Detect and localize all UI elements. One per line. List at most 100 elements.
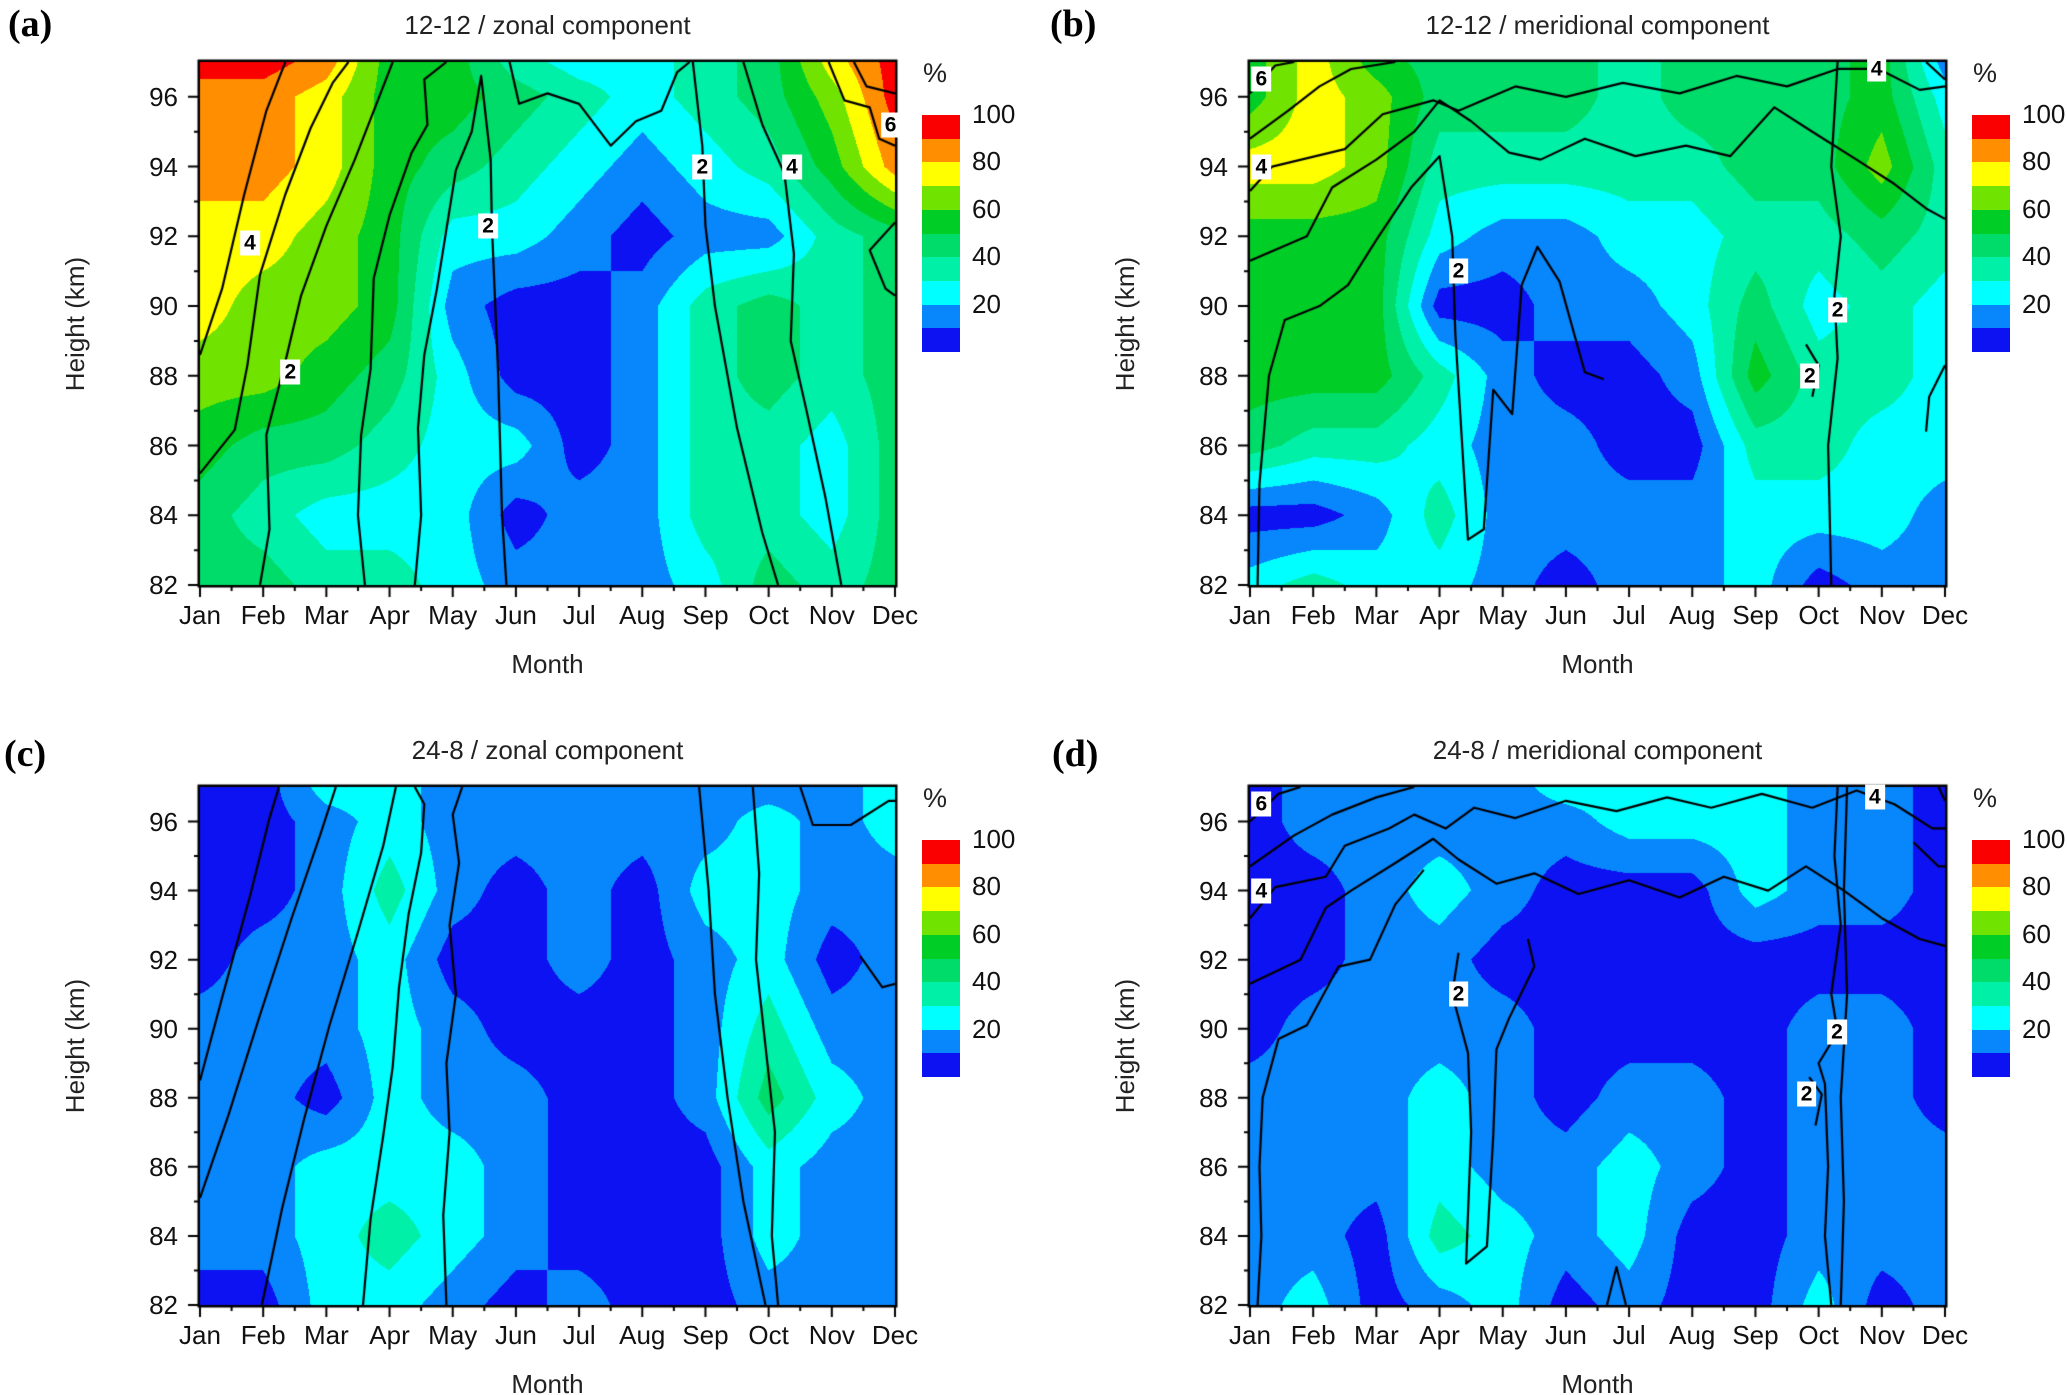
y-tick-label: 82 <box>1199 570 1228 600</box>
x-tick-label: Mar <box>1353 1320 1399 1350</box>
x-tick-label: Jul <box>562 1320 596 1350</box>
x-tick-label: Aug <box>1669 1320 1716 1350</box>
colorbar-segment <box>922 162 960 187</box>
colorbar-tick-label: 80 <box>2022 871 2051 902</box>
y-tick-label: 94 <box>1199 151 1228 182</box>
colorbar-tick-label: 20 <box>972 1013 1001 1044</box>
colorbar-segment <box>922 1005 960 1031</box>
x-tick-label: Nov <box>808 600 855 630</box>
x-tick-label: Sep <box>682 600 729 630</box>
contour-label: 2 <box>1796 1081 1817 1107</box>
colorbar-a <box>922 115 960 353</box>
colorbar-segment <box>922 840 960 865</box>
y-tick-label: 86 <box>1199 430 1228 461</box>
contour-label: 2 <box>692 154 713 180</box>
colorbar-tick-label: 40 <box>2022 966 2051 997</box>
colorbar-unit-a: % <box>923 58 948 88</box>
colorbar-segment <box>922 280 960 306</box>
colorbar-d <box>1972 840 2010 1078</box>
y-tick-label: 88 <box>149 1082 178 1113</box>
colorbar-tick-label: 100 <box>972 99 1016 129</box>
colorbar-segment <box>1972 958 2010 983</box>
contour-label: 6 <box>1251 66 1272 92</box>
panel-title-b: 12-12 / meridional component <box>1425 10 1770 40</box>
contour-label: 2 <box>1448 258 1469 284</box>
colorbar-tick-label: 20 <box>972 288 1001 319</box>
y-tick-label: 96 <box>149 81 178 112</box>
x-tick-label: Feb <box>240 1320 286 1350</box>
y-tick-label: 84 <box>1199 1220 1228 1251</box>
x-tick-label: Oct <box>1798 600 1839 630</box>
colorbar-tick-label: 20 <box>2022 1013 2051 1044</box>
x-tick-label: Jun <box>494 1320 537 1350</box>
y-tick-label: 88 <box>149 360 178 391</box>
colorbar-tick-label: 40 <box>2022 241 2051 272</box>
x-tick-label: Nov <box>1858 600 1905 630</box>
contour-label: 2 <box>1827 1019 1847 1045</box>
x-tick-label: Sep <box>1732 600 1779 630</box>
colorbar-segment <box>922 138 960 163</box>
colorbar-segment <box>1972 138 2010 163</box>
x-tick-label: Dec <box>871 1320 919 1350</box>
x-axis-title-b: Month <box>1561 649 1634 679</box>
colorbar-tick-label: 60 <box>2022 918 2051 949</box>
colorbar-c <box>922 840 960 1078</box>
colorbar-segment <box>1972 209 2010 234</box>
colorbar-unit-d: % <box>1973 783 1998 813</box>
colorbar-segment <box>922 863 960 888</box>
colorbar-segment <box>1972 328 2010 353</box>
y-tick-label: 94 <box>149 875 178 906</box>
contour-label: 2 <box>1827 297 1848 323</box>
contour-label: 2 <box>1448 981 1469 1007</box>
y-axis-title-a: Height (km) <box>60 256 90 391</box>
heatmap-canvas-b <box>1234 46 1961 601</box>
y-tick-label: 90 <box>1199 291 1228 322</box>
colorbar-segment <box>922 233 960 258</box>
x-tick-label: Jul <box>562 600 596 630</box>
x-tick-label: Oct <box>748 1320 789 1350</box>
x-tick-label: Apr <box>1419 600 1460 630</box>
y-tick-label: 94 <box>149 151 178 182</box>
panel-label-d: (d) <box>1052 733 1099 775</box>
y-tick-label: 88 <box>1199 1082 1228 1113</box>
colorbar-tick-label: 40 <box>972 241 1001 272</box>
y-tick-label: 92 <box>1199 221 1228 252</box>
panel-label-c: (c) <box>4 733 47 775</box>
colorbar-segment <box>1972 115 2010 140</box>
contour-label: 4 <box>782 154 802 180</box>
x-tick-label: Mar <box>303 1320 349 1350</box>
colorbar-segment <box>1972 863 2010 888</box>
colorbar-tick-label: 60 <box>2022 193 2051 224</box>
colorbar-tick-label: 40 <box>972 966 1001 997</box>
y-axis-title-c: Height (km) <box>60 978 90 1114</box>
colorbar-segment <box>1972 304 2010 329</box>
y-tick-label: 84 <box>149 1220 178 1251</box>
x-tick-label: Nov <box>808 1320 855 1350</box>
panel-label-a: (a) <box>8 3 53 45</box>
colorbar-segment <box>922 1053 960 1078</box>
colorbar-unit-c: % <box>923 783 948 813</box>
x-tick-label: Aug <box>619 1320 666 1350</box>
x-tick-label: Dec <box>1921 600 1969 630</box>
x-tick-label: May <box>1478 600 1528 630</box>
y-tick-label: 90 <box>1199 1013 1228 1044</box>
colorbar-segment <box>1972 1005 2010 1031</box>
y-tick-label: 84 <box>1199 500 1228 531</box>
x-tick-label: Jan <box>179 600 221 630</box>
y-tick-label: 96 <box>1199 806 1228 837</box>
x-tick-label: Jan <box>1229 600 1271 630</box>
heatmap-canvas-c <box>184 771 911 1321</box>
colorbar-segment <box>922 934 960 959</box>
x-tick-label: May <box>1478 1320 1528 1350</box>
colorbar-tick-label: 80 <box>972 146 1001 177</box>
x-tick-label: Jul <box>1612 600 1646 630</box>
contour-label: 4 <box>1865 784 1885 810</box>
colorbar-segment <box>1972 280 2010 306</box>
y-tick-label: 90 <box>149 291 178 322</box>
x-axis-title-d: Month <box>1561 1369 1634 1395</box>
colorbar-segment <box>922 911 960 936</box>
colorbar-tick-label: 100 <box>2022 99 2066 129</box>
y-tick-label: 90 <box>149 1013 178 1044</box>
contour-label: 2 <box>478 213 498 239</box>
